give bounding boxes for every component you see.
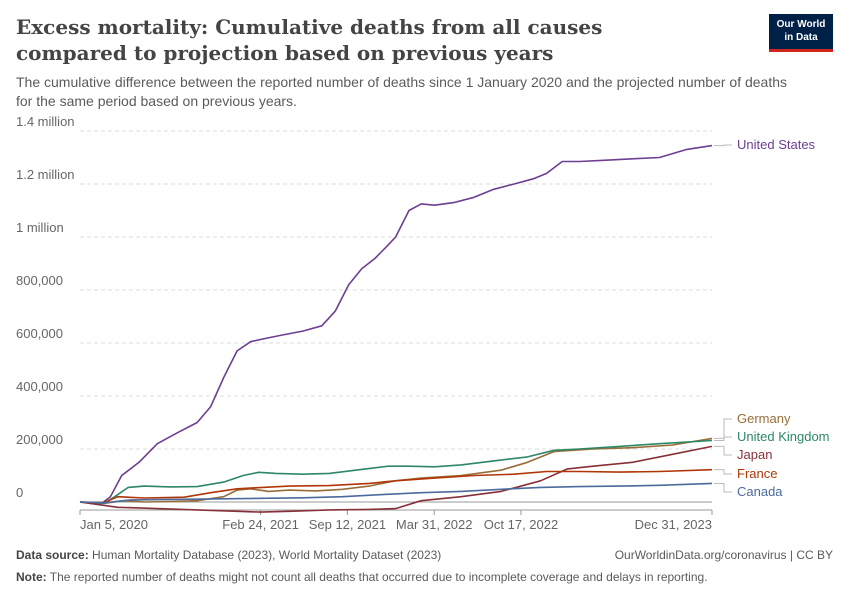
x-tick-label: Feb 24, 2021 <box>222 517 299 532</box>
x-tick-label: Mar 31, 2022 <box>396 517 473 532</box>
x-tick-label: Oct 17, 2022 <box>484 517 558 532</box>
footer-credit[interactable]: OurWorldinData.org/coronavirus | CC BY <box>614 548 833 562</box>
logo-line-1: Our World <box>776 19 826 30</box>
series-label-germany: Germany <box>737 411 791 426</box>
note-text: The reported number of deaths might not … <box>49 570 708 584</box>
y-tick-label: 1.2 million <box>16 167 75 182</box>
label-connector <box>714 436 732 442</box>
series-line-united-kingdom <box>79 439 713 505</box>
y-tick-label: 400,000 <box>16 379 63 394</box>
series-line-united-states <box>79 144 713 506</box>
data-source: Data source: Human Mortality Database (2… <box>16 548 441 562</box>
y-tick-label: 1.4 million <box>16 114 75 129</box>
chart-title: Excess mortality: Cumulative deaths from… <box>16 15 603 65</box>
y-tick-label: 600,000 <box>16 326 63 341</box>
x-tick-label: Dec 31, 2023 <box>635 517 712 532</box>
chart-subtitle: The cumulative difference between the re… <box>16 74 788 109</box>
label-connector <box>714 144 732 147</box>
series-label-japan: Japan <box>737 447 772 462</box>
label-connector <box>714 418 732 439</box>
label-connector <box>714 482 732 493</box>
note-label: Note: <box>16 570 47 584</box>
y-tick-label: 200,000 <box>16 432 63 447</box>
logo-line-2: in Data <box>784 32 818 43</box>
chart-note: Note: The reported number of deaths migh… <box>16 570 708 584</box>
data-source-text: Human Mortality Database (2023), World M… <box>92 548 442 562</box>
series-label-united-kingdom: United Kingdom <box>737 429 830 444</box>
y-tick-label: 800,000 <box>16 273 63 288</box>
line-chart: 0 200,000 400,000 600,000 800,000 1 million 1.… <box>16 114 830 532</box>
x-tick-label: Jan 5, 2020 <box>80 517 148 532</box>
series-line-germany <box>79 437 713 505</box>
series-line-japan <box>79 445 713 513</box>
series-line-canada <box>79 482 713 504</box>
label-connector <box>714 469 732 475</box>
series-label-canada: Canada <box>737 484 783 499</box>
owid-logo[interactable]: Our World in Data <box>769 14 833 52</box>
y-tick-label: 1 million <box>16 220 64 235</box>
series-label-france: France <box>737 466 777 481</box>
series-label-united-states: United States <box>737 137 816 152</box>
x-tick-label: Sep 12, 2021 <box>309 517 386 532</box>
data-source-label: Data source: <box>16 548 89 562</box>
label-connector <box>714 445 732 456</box>
y-tick-label: 0 <box>16 485 23 500</box>
series-line-france <box>79 468 713 504</box>
